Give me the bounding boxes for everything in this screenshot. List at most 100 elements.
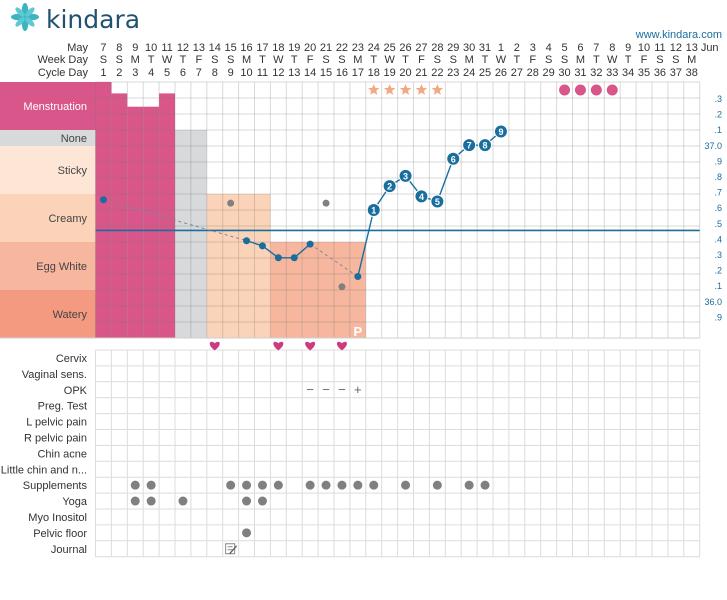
header-cell: 5 [561,42,567,54]
temp-point-label: 9 [498,127,503,137]
temp-axis-label: 37.0 [704,141,722,151]
header-cell: T [370,54,377,66]
observation-label: Little chin and n... [1,464,87,476]
temp-axis-label: .3 [714,94,722,104]
header-cell: 32 [590,67,602,79]
predicted-period-dot [606,84,618,96]
header-cell: 1 [498,42,504,54]
fluid-fill [302,242,366,338]
predicted-period-dot [574,84,586,96]
fluid-fill [206,194,271,338]
header-row-label: Cycle Day [38,67,89,79]
temp-point[interactable] [414,189,429,204]
header-cell: 9 [228,67,234,79]
observation-dot [337,480,347,490]
temp-point[interactable] [382,179,397,194]
header-cell: 11 [161,42,172,54]
header-cell: S [100,54,107,66]
header-cell: T [402,54,409,66]
temp-line-segment [436,158,454,202]
opk-result: − [322,382,330,397]
header-cell: S [338,54,345,66]
temp-point[interactable] [398,168,413,183]
header-cell: 17 [256,42,268,54]
observation-dot [305,480,315,490]
temp-axis-label: .4 [714,234,722,244]
header-cell: 28 [527,67,539,79]
opk-result: − [306,382,314,397]
observation-dot [242,496,252,506]
temp-point[interactable] [430,194,445,209]
header-cell: 25 [384,42,396,54]
observation-label: Journal [51,544,87,556]
header-cell: 6 [577,42,583,54]
temp-point[interactable] [306,240,314,248]
header-cell: W [384,54,395,66]
header-cell: T [593,54,600,66]
header-cell: 8 [212,67,218,79]
header-cell: 24 [368,42,380,54]
header-cell: T [148,54,155,66]
header-cell: 1 [100,67,106,79]
temp-point[interactable] [99,196,107,204]
temp-point-label: 6 [451,154,456,164]
fluid-band-none [0,130,96,146]
observation-label: R pelvic pain [24,433,87,445]
header-cell: 29 [447,42,459,54]
temp-axis-label: .2 [714,266,722,276]
menstruation-fill [143,106,160,338]
temp-point[interactable] [446,151,461,166]
header-cell: M [131,54,140,66]
temp-axis-label: .5 [714,219,722,229]
temp-point[interactable] [274,254,282,262]
temp-point[interactable] [354,273,362,281]
temp-point[interactable] [478,138,493,153]
temp-point[interactable] [243,237,251,245]
post-peak-label: 3 [402,324,409,339]
fluid-band-watery [0,290,96,338]
observation-dot [242,480,252,490]
header-cell: 17 [352,67,364,79]
header-cell: 7 [100,42,106,54]
temp-point[interactable] [258,242,266,250]
header-cell: 31 [479,42,491,54]
header-cell: 11 [257,67,268,79]
header-cell: S [672,54,679,66]
header-cell: W [162,54,173,66]
temp-axis-label: .8 [714,172,722,182]
header-cell: 3 [530,42,536,54]
observation-dot [146,480,156,490]
temp-axis-label: .1 [714,281,722,291]
observation-dot [321,480,331,490]
chart-labels: Menstruation None Sticky Creamy Egg White Wat… [1,42,722,556]
temp-point[interactable] [493,124,508,139]
header-cell: 19 [384,67,396,79]
fluid-fills [95,82,366,339]
header-cell: F [418,54,425,66]
observation-dot [369,480,379,490]
observation-dot [353,480,363,490]
temp-point[interactable] [366,203,381,217]
temp-line-segment [357,209,375,277]
grid-lines [0,81,701,558]
heart-icon [209,341,220,351]
header-cell: S [322,54,329,66]
header-cell: T [482,54,489,66]
header-cell: 22 [336,42,348,54]
header-cell: T [259,54,266,66]
temp-line-segment [103,199,247,242]
header-cell: 12 [670,42,682,54]
header-cell: 10 [638,42,650,54]
header-cell: F [529,54,536,66]
kindara-logo[interactable]: kindara [11,3,140,34]
star-icon [431,84,444,95]
temp-point[interactable] [462,138,477,153]
brand-url[interactable]: www.kindara.com [635,29,722,41]
temp-point-label: 3 [403,171,408,181]
header-cell: M [465,54,474,66]
fluid-label: None [61,133,87,145]
temp-point-label: 2 [387,182,392,192]
predicted-period-dot [590,84,602,96]
temp-point[interactable] [290,254,298,262]
